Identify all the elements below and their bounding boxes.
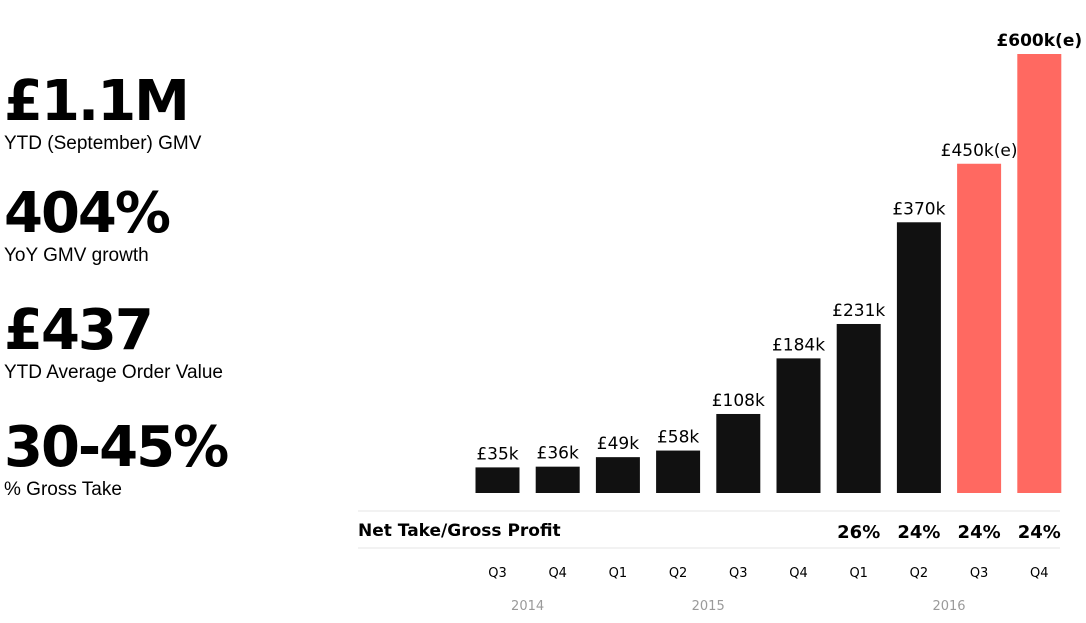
quarter-tick-label: Q4 [1030, 566, 1049, 581]
bar-data-label: £36k [537, 444, 579, 464]
quarter-tick-label: Q4 [789, 566, 808, 581]
quarter-tick-label: Q3 [729, 566, 748, 581]
quarter-tick-label: Q3 [970, 566, 989, 581]
kpi-value: 30-45% [4, 415, 229, 480]
kpi-value: £437 [4, 298, 154, 363]
bar [716, 413, 761, 493]
quarter-tick-label: Q2 [910, 566, 929, 581]
quarter-tick-label: Q1 [849, 566, 868, 581]
net-take-value: 24% [958, 522, 1001, 543]
kpi-gmv: £1.1M YTD (September) GMV [4, 72, 201, 155]
bar-data-label: £370k [892, 199, 945, 219]
net-take-value: 24% [897, 522, 940, 543]
bar-data-label: £58k [657, 428, 699, 448]
bar [595, 457, 640, 493]
net-take-title: Net Take/Gross Profit [358, 521, 561, 541]
bar-data-label: £231k [832, 301, 885, 321]
bar [535, 466, 580, 493]
bar-data-label: £450k(e) [941, 141, 1018, 161]
bar [957, 163, 1002, 493]
bar-data-label: £184k [772, 335, 825, 355]
bar [1017, 54, 1062, 493]
bar [896, 222, 941, 494]
kpi-aov: £437 YTD Average Order Value [4, 301, 223, 384]
net-take-value: 26% [837, 522, 880, 543]
bar-data-label: £35k [476, 444, 518, 464]
bar-data-label: £108k [712, 391, 765, 411]
kpi-label: YTD (September) GMV [4, 133, 202, 154]
quarter-tick-label: Q3 [488, 566, 507, 581]
kpi-value: 404% [4, 181, 171, 246]
kpi-yoy-growth: 404% YoY GMV growth [4, 181, 171, 267]
year-label: 2015 [692, 599, 725, 614]
kpi-label: % Gross Take [4, 479, 122, 500]
kpi-gross-take: 30-45% % Gross Take [4, 415, 229, 501]
quarter-tick-label: Q2 [669, 566, 688, 581]
year-label: 2014 [511, 599, 544, 614]
net-take-value: 24% [1018, 522, 1061, 543]
bar [776, 358, 821, 493]
bar-data-label: £600k(e) [996, 31, 1082, 51]
year-label: 2016 [932, 599, 965, 614]
bar [656, 450, 701, 493]
bar [475, 467, 520, 493]
quarter-tick-label: Q4 [548, 566, 567, 581]
kpi-value: £1.1M [4, 69, 190, 134]
kpi-label: YTD Average Order Value [4, 362, 223, 383]
quarter-tick-label: Q1 [609, 566, 628, 581]
kpi-label: YoY GMV growth [4, 245, 149, 266]
bar-data-label: £49k [597, 434, 639, 454]
bar [836, 323, 881, 493]
